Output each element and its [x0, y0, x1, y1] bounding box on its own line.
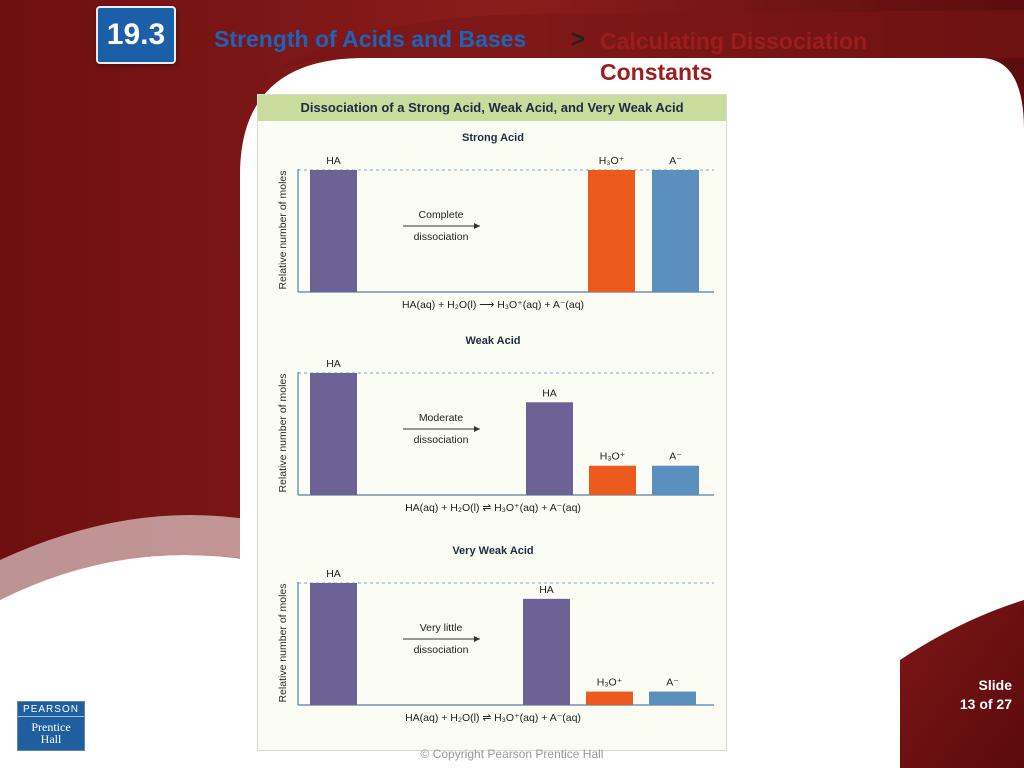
process-arrow-head — [474, 426, 480, 432]
section-title-line1: Calculating Dissociation — [600, 28, 868, 54]
reaction-equation: HA(aq) + H₂O(l) ⇌ H₃O⁺(aq) + A⁻(aq) — [405, 712, 581, 724]
title-separator: > — [571, 26, 586, 53]
product-bar-label: A⁻ — [666, 677, 679, 689]
product-bar — [588, 170, 635, 292]
product-bar — [652, 170, 699, 292]
reactant-bar — [310, 373, 357, 495]
process-label-line1: Very little — [420, 622, 463, 634]
product-bar-label: HA — [542, 387, 557, 399]
section-title-line2: Constants — [600, 59, 713, 85]
product-bar-label: HA — [539, 584, 554, 596]
slide-counter: Slide 13 of 27 — [960, 676, 1012, 714]
logo-brand: PEARSON — [18, 702, 84, 717]
panel-title: Strong Acid — [462, 132, 524, 144]
chapter-title: Strength of Acids and Bases — [214, 26, 527, 52]
reactant-bar-label: HA — [326, 568, 341, 580]
product-bar-label: A⁻ — [669, 451, 682, 463]
logo-line1: Prentice — [31, 720, 71, 734]
dissociation-figure: Dissociation of a Strong Acid, Weak Acid… — [257, 94, 727, 751]
slide-label: Slide — [978, 677, 1012, 693]
slide-position: 13 of 27 — [959, 696, 1012, 712]
product-bar-label: A⁻ — [669, 155, 682, 167]
copyright-text: © Copyright Pearson Prentice Hall — [420, 747, 604, 761]
section-number-badge: 19.3 — [96, 6, 176, 64]
reactant-bar — [310, 170, 357, 292]
logo-line2: Hall — [40, 732, 62, 746]
product-bar — [589, 465, 636, 495]
y-axis-label: Relative number of moles — [277, 170, 289, 289]
pearson-logo: PEARSON Prentice Hall — [17, 701, 85, 751]
y-axis-label: Relative number of moles — [277, 373, 289, 492]
reaction-equation: HA(aq) + H₂O(l) ⟶ H₃O⁺(aq) + A⁻(aq) — [402, 299, 584, 311]
product-bar-label: H₃O⁺ — [599, 155, 625, 167]
process-label-line2: dissociation — [414, 231, 469, 243]
figure-header-bar — [258, 95, 726, 121]
y-axis-label: Relative number of moles — [277, 583, 289, 702]
product-bar — [523, 598, 570, 705]
product-bar — [649, 691, 696, 705]
process-label-line2: dissociation — [414, 434, 469, 446]
product-bar — [586, 691, 633, 705]
figure-panels: Strong Acid Relative number of moles HA H₃O… — [277, 132, 714, 724]
process-arrow-head — [474, 223, 480, 229]
process-label-line2: dissociation — [414, 644, 469, 656]
process-label-line1: Complete — [419, 209, 464, 221]
reactant-bar — [310, 583, 357, 705]
reaction-equation: HA(aq) + H₂O(l) ⇌ H₃O⁺(aq) + A⁻(aq) — [405, 502, 581, 514]
panel-title: Weak Acid — [465, 335, 520, 347]
product-bar — [526, 402, 573, 495]
product-bar — [652, 465, 699, 495]
section-title: Calculating Dissociation Constants — [600, 26, 867, 88]
reactant-bar-label: HA — [326, 358, 341, 370]
product-bar-label: H₃O⁺ — [600, 451, 626, 463]
figure-title: Dissociation of a Strong Acid, Weak Acid… — [300, 100, 684, 115]
process-label-line1: Moderate — [419, 412, 464, 424]
product-bar-label: H₃O⁺ — [597, 677, 623, 689]
reactant-bar-label: HA — [326, 155, 341, 167]
panel-title: Very Weak Acid — [452, 545, 533, 557]
process-arrow-head — [474, 636, 480, 642]
